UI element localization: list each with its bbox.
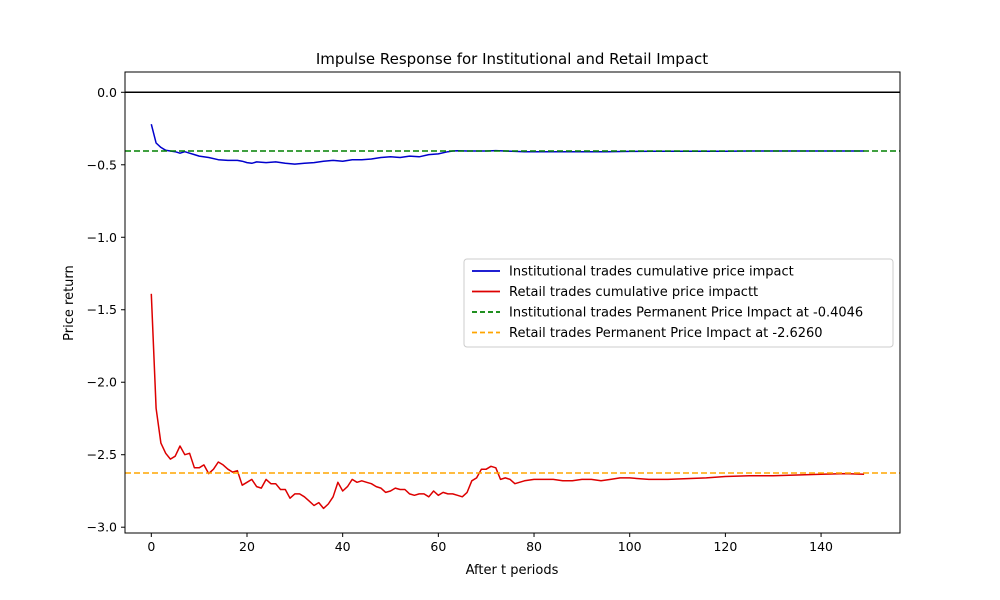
series-retail-trades-cumulative-price-impactt bbox=[150, 293, 865, 510]
legend-entry-label: Retail trades Permanent Price Impact at … bbox=[509, 326, 823, 341]
x-tick-label: 0 bbox=[147, 539, 155, 554]
y-tick-label: −1.0 bbox=[87, 230, 117, 245]
legend: Institutional trades cumulative price im… bbox=[463, 258, 894, 348]
legend-entry-label: Institutional trades cumulative price im… bbox=[509, 265, 794, 280]
y-tick-label: −2.0 bbox=[87, 375, 117, 390]
y-tick-label: −1.5 bbox=[87, 302, 117, 317]
x-tick-label: 40 bbox=[335, 539, 351, 554]
legend-entry-label: Retail trades cumulative price impactt bbox=[509, 285, 758, 300]
y-axis-label: Price return bbox=[62, 265, 77, 341]
x-tick-label: 80 bbox=[526, 539, 542, 554]
y-tick-label: 0.0 bbox=[97, 85, 117, 100]
y-tick-label: −2.5 bbox=[87, 447, 117, 462]
legend-entry-label: Institutional trades Permanent Price Imp… bbox=[509, 306, 863, 321]
x-tick-label: 100 bbox=[618, 539, 642, 554]
y-tick-label: −0.5 bbox=[87, 157, 117, 172]
x-axis-label: After t periods bbox=[466, 563, 559, 578]
x-tick-label: 60 bbox=[430, 539, 446, 554]
x-tick-label: 120 bbox=[713, 539, 737, 554]
x-tick-label: 140 bbox=[809, 539, 833, 554]
legend-box bbox=[463, 258, 894, 348]
y-tick-label: −3.0 bbox=[87, 520, 117, 535]
x-tick-label: 20 bbox=[239, 539, 255, 554]
chart-title: Impulse Response for Institutional and R… bbox=[316, 50, 708, 68]
plot-frame bbox=[124, 71, 901, 534]
